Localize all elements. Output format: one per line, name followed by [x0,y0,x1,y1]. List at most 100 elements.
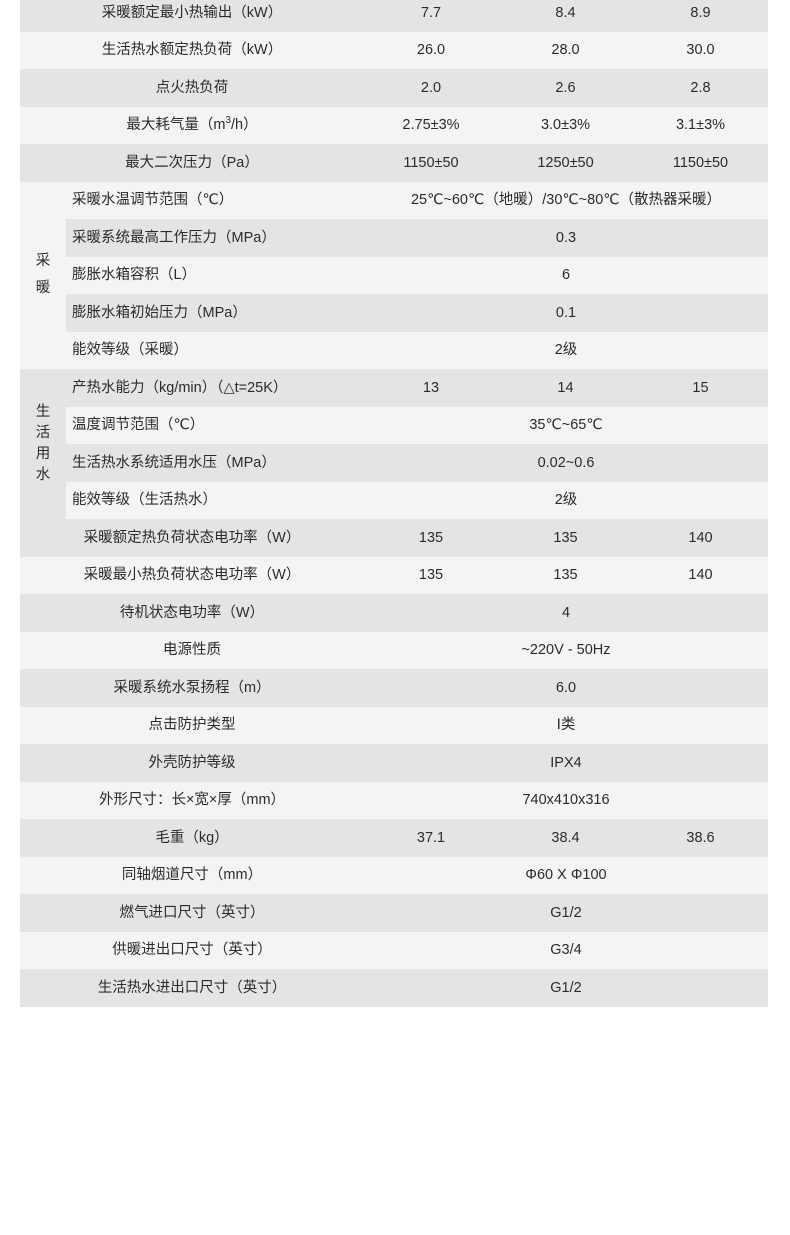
group-label-char: 生 [35,403,51,420]
table-row: 点击防护类型 Ⅰ类 [20,706,768,744]
row-value-merged: 25℃~60℃（地暖）/30℃~80℃（散热器采暖） [364,181,768,219]
row-value-col2: 14 [498,369,633,407]
table-row: 最大耗气量（m3/h） 2.75±3% 3.0±3% 3.1±3% [20,106,768,144]
row-value-col3: 3.1±3% [633,106,768,144]
row-value-col2: 8.4 [498,0,633,32]
row-label: 能效等级（采暖） [66,331,364,369]
row-value-col3: 30.0 [633,31,768,69]
row-label: 采暖水温调节范围（℃） [66,181,364,219]
row-value-col1: 2.75±3% [364,106,498,144]
row-value-merged: 2级 [364,331,768,369]
row-value-col2: 38.4 [498,819,633,857]
row-value-merged: G1/2 [364,894,768,932]
row-value-merged: IPX4 [364,744,768,782]
table-row: 生活热水进出口尺寸（英寸） G1/2 [20,969,768,1007]
table-row: 采暖额定最小热输出（kW） 7.7 8.4 8.9 [20,0,768,32]
table-row: 供暖进出口尺寸（英寸） G3/4 [20,931,768,969]
row-label: 最大二次压力（Pa） [20,144,364,182]
row-value-col1: 13 [364,369,498,407]
row-group-label-heating: 采暖 [20,181,66,369]
row-value-merged: 4 [364,594,768,632]
row-value-merged: 740x410x316 [364,781,768,819]
table-row: 生活热水额定热负荷（kW） 26.0 28.0 30.0 [20,31,768,69]
row-value-merged: Φ60 X Φ100 [364,856,768,894]
row-label: 采暖额定热负荷状态电功率（W） [20,519,364,557]
row-value-col1: 37.1 [364,819,498,857]
table-row: 温度调节范围（℃） 35℃~65℃ [20,406,768,444]
row-label: 最大耗气量（m3/h） [20,106,364,144]
table-row: 采暖系统最高工作压力（MPa） 0.3 [20,219,768,257]
row-value-col2: 2.6 [498,69,633,107]
row-value-col1: 2.0 [364,69,498,107]
table-row: 膨胀水箱容积（L） 6 [20,256,768,294]
table-row: 采暖最小热负荷状态电功率（W） 135 135 140 [20,556,768,594]
row-value-col3: 8.9 [633,0,768,32]
group-label-char: 活 [35,424,51,441]
row-value-merged: 0.3 [364,219,768,257]
row-value-col2: 135 [498,556,633,594]
table-row: 点火热负荷 2.0 2.6 2.8 [20,69,768,107]
row-label: 外壳防护等级 [20,744,364,782]
table-row: 膨胀水箱初始压力（MPa） 0.1 [20,294,768,332]
row-label: 生活热水额定热负荷（kW） [20,31,364,69]
table-row: 生活用水产热水能力（kg/min）（△t=25K） 13 14 15 [20,369,768,519]
table-row: 毛重（kg） 37.1 38.4 38.6 [20,819,768,857]
row-group-label-domestic_water: 生活用水 [20,369,66,519]
row-value-col2: 3.0±3% [498,106,633,144]
row-value-col1: 1150±50 [364,144,498,182]
row-value-merged: ~220V - 50Hz [364,631,768,669]
row-value-col3: 15 [633,369,768,407]
row-label: 待机状态电功率（W） [20,594,364,632]
table-row: 燃气进口尺寸（英寸） G1/2 [20,894,768,932]
row-label: 供暖进出口尺寸（英寸） [20,931,364,969]
row-value-col3: 140 [633,556,768,594]
row-label: 能效等级（生活热水） [66,481,364,519]
row-value-merged: 6.0 [364,669,768,707]
row-value-merged: G3/4 [364,931,768,969]
row-label: 毛重（kg） [20,819,364,857]
table-row: 外壳防护等级 IPX4 [20,744,768,782]
row-value-col3: 2.8 [633,69,768,107]
row-label: 采暖额定最小热输出（kW） [20,0,364,32]
table-row: 采暖系统水泵扬程（m） 6.0 [20,669,768,707]
row-value-merged: 35℃~65℃ [364,406,768,444]
row-label: 采暖系统最高工作压力（MPa） [66,219,364,257]
row-label: 温度调节范围（℃） [66,406,364,444]
row-value-col3: 1150±50 [633,144,768,182]
row-value-merged: Ⅰ类 [364,706,768,744]
row-value-col3: 38.6 [633,819,768,857]
row-label: 生活热水系统适用水压（MPa） [66,444,364,482]
row-value-col1: 135 [364,556,498,594]
row-label: 膨胀水箱初始压力（MPa） [66,294,364,332]
row-label: 点火热负荷 [20,69,364,107]
row-label: 同轴烟道尺寸（mm） [20,856,364,894]
row-label: 产热水能力（kg/min）（△t=25K） [66,369,364,407]
table-row: 同轴烟道尺寸（mm） Φ60 X Φ100 [20,856,768,894]
group-label-char: 采 [35,252,51,269]
specification-table: 采暖额定最小热输出（kW） 7.7 8.4 8.9 生活热水额定热负荷（kW） 26.0 2… [20,0,768,1007]
table-row: 待机状态电功率（W） 4 [20,594,768,632]
row-label: 电源性质 [20,631,364,669]
group-label-char: 水 [35,467,51,484]
table-row: 采暖额定热负荷状态电功率（W） 135 135 140 [20,519,768,557]
row-value-col1: 135 [364,519,498,557]
row-value-merged: G1/2 [364,969,768,1007]
group-label-char: 暖 [35,280,51,297]
table-row: 最大二次压力（Pa） 1150±50 1250±50 1150±50 [20,144,768,182]
row-label: 采暖最小热负荷状态电功率（W） [20,556,364,594]
group-label-char: 用 [35,446,51,462]
row-value-col3: 140 [633,519,768,557]
row-label: 膨胀水箱容积（L） [66,256,364,294]
row-value-merged: 0.1 [364,294,768,332]
row-value-merged: 2级 [364,481,768,519]
row-label: 生活热水进出口尺寸（英寸） [20,969,364,1007]
row-label: 外形尺寸：长×宽×厚（mm） [20,781,364,819]
table-row: 能效等级（采暖） 2级 [20,331,768,369]
row-value-col2: 1250±50 [498,144,633,182]
table-row: 采暖采暖水温调节范围（℃） 25℃~60℃（地暖）/30℃~80℃（散热器采暖） [20,181,768,369]
row-value-merged: 0.02~0.6 [364,444,768,482]
row-value-col2: 28.0 [498,31,633,69]
row-label: 采暖系统水泵扬程（m） [20,669,364,707]
row-label: 点击防护类型 [20,706,364,744]
